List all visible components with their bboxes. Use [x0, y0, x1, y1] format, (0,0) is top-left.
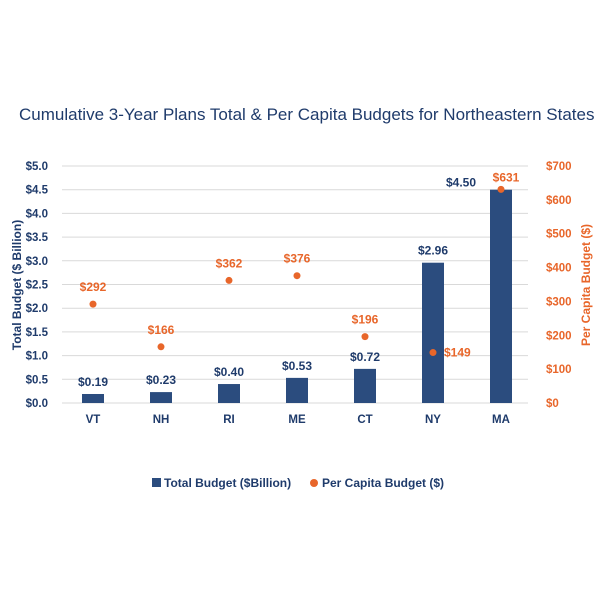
left-tick-label: $0.0	[26, 398, 48, 410]
dot-vt	[89, 300, 97, 308]
right-tick-label: $200	[546, 330, 572, 342]
category-label-nh: NH	[153, 414, 170, 426]
dot-ma	[497, 185, 505, 193]
category-label-ny: NY	[425, 414, 441, 426]
right-tick-label: $0	[546, 398, 559, 410]
left-tick-label: $4.0	[26, 208, 48, 220]
right-tick-label: $400	[546, 263, 572, 275]
bar-nh	[150, 392, 172, 403]
bar-ny	[422, 262, 444, 403]
dot-ct	[361, 333, 369, 341]
category-label-vt: VT	[86, 414, 101, 426]
dot-ny	[429, 349, 437, 357]
legend-swatch-per-capita	[310, 479, 318, 487]
dot-label-nh: $166	[148, 323, 175, 337]
left-tick-label: $2.5	[26, 280, 49, 292]
bar-label-ct: $0.72	[350, 350, 380, 364]
bar-label-vt: $0.19	[78, 375, 108, 389]
dot-label-ri: $362	[216, 256, 243, 270]
category-labels: VT NH RI ME CT NY MA	[86, 414, 510, 426]
dot-ri	[225, 276, 233, 284]
dot-me	[293, 272, 301, 280]
right-axis-label: Per Capita Budget ($)	[579, 224, 593, 346]
right-tick-label: $600	[546, 195, 572, 207]
category-label-me: ME	[288, 414, 306, 426]
dot-label-me: $376	[284, 252, 311, 266]
dot-label-ma: $631	[493, 170, 520, 184]
bar-vt	[82, 393, 104, 403]
left-tick-label: $0.5	[26, 374, 49, 386]
left-tick-label: $1.5	[26, 327, 49, 339]
right-tick-label: $300	[546, 296, 572, 308]
right-tick-label: $500	[546, 229, 572, 241]
left-tick-label: $3.0	[26, 256, 48, 268]
legend-label-total-budget: Total Budget ($Billion)	[164, 476, 291, 490]
left-tick-label: $2.0	[26, 303, 48, 315]
dot-nh	[157, 343, 165, 351]
chart-title: Cumulative 3-Year Plans Total & Per Capi…	[19, 105, 594, 124]
legend: Total Budget ($Billion) Per Capita Budge…	[152, 476, 444, 490]
legend-label-per-capita: Per Capita Budget ($)	[322, 476, 444, 490]
left-tick-label: $3.5	[26, 232, 49, 244]
bar-me	[286, 377, 308, 403]
category-label-ct: CT	[357, 414, 372, 426]
left-tick-label: $1.0	[26, 351, 48, 363]
legend-swatch-total-budget	[152, 478, 161, 487]
left-axis-label: Total Budget ($ Billion)	[10, 220, 24, 350]
right-axis-ticks: $0 $100 $200 $300 $400 $500 $600 $700	[546, 161, 572, 410]
bar-ct	[354, 368, 376, 403]
bar-label-ma: $4.50	[446, 176, 476, 190]
category-label-ri: RI	[223, 414, 235, 426]
bar-label-ri: $0.40	[214, 365, 244, 379]
dot-series: $292 $166 $362 $376 $196 $149 $631	[80, 170, 520, 359]
right-tick-label: $100	[546, 364, 572, 376]
right-tick-label: $700	[546, 161, 572, 173]
bar-label-ny: $2.96	[418, 244, 448, 258]
left-tick-label: $5.0	[26, 161, 48, 173]
dot-label-ny: $149	[444, 346, 471, 360]
left-tick-label: $4.5	[26, 185, 49, 197]
bar-label-nh: $0.23	[146, 373, 176, 387]
bar-series: $0.19 $0.23 $0.40 $0.53 $0.72 $2.96 $4.50	[78, 176, 512, 403]
left-axis-ticks: $0.0 $0.5 $1.0 $1.5 $2.0 $2.5 $3.0 $3.5 $4.0 $4.5…	[26, 161, 49, 410]
bar-ma	[490, 189, 512, 403]
dot-label-vt: $292	[80, 280, 107, 294]
gridlines	[62, 165, 528, 404]
bar-ri	[218, 384, 240, 403]
bar-label-me: $0.53	[282, 359, 312, 373]
dot-label-ct: $196	[352, 313, 379, 327]
category-label-ma: MA	[492, 414, 510, 426]
